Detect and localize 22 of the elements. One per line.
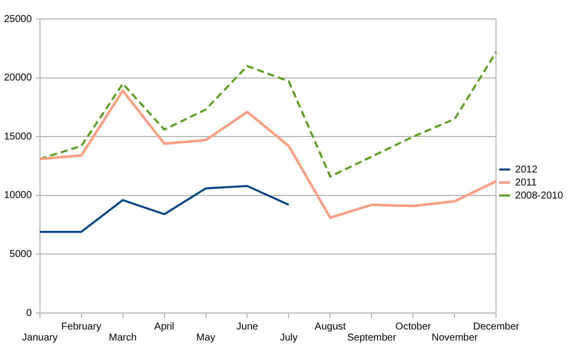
x-tick-label: November [432,332,478,344]
x-tick-label: January [22,332,58,344]
line-series [38,50,498,178]
legend-label: 2008-2010 [515,190,564,202]
x-tick-label: April [154,321,174,332]
y-tick-label: 5000 [10,248,32,260]
x-tick-label: February [61,321,102,332]
x-tick-label: December [473,321,520,332]
legend-label: 2012 [515,164,538,176]
x-tick-label: October [395,321,432,332]
x-tick-label: September [347,332,397,344]
y-tick-label: 15000 [4,131,32,142]
x-tick-label: May [196,332,216,344]
x-tick-label: June [236,321,259,332]
x-tick-label: July [280,332,298,344]
x-tick-label: March [108,332,137,344]
y-tick-label: 20000 [4,72,32,84]
y-tick-label: 0 [26,308,32,319]
y-tick-label: 10000 [4,190,32,202]
legend-label: 2011 [515,177,538,188]
y-tick-label: 25000 [4,14,32,25]
x-tick-label: August [314,321,346,332]
